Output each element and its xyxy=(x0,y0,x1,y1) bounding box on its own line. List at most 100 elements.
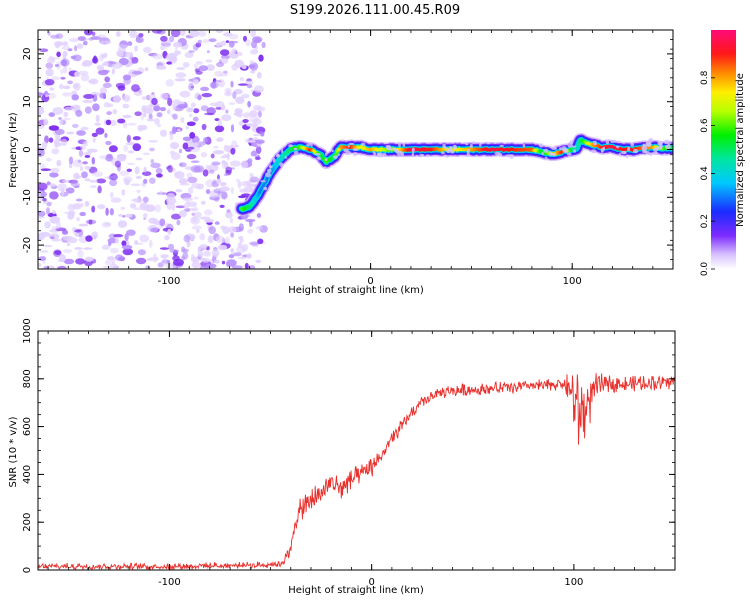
noise-blob xyxy=(172,41,183,48)
noise-blob xyxy=(82,141,89,147)
noise-blob xyxy=(117,85,126,91)
noise-blob xyxy=(38,182,48,191)
noise-blob xyxy=(101,69,110,73)
ridge-speckle xyxy=(288,144,294,148)
noise-blob xyxy=(205,59,213,63)
noise-blob xyxy=(219,40,227,46)
noise-blob xyxy=(165,79,175,87)
ridge-speckle xyxy=(293,147,298,151)
noise-blob xyxy=(49,191,59,200)
noise-blob xyxy=(159,129,168,137)
noise-blob xyxy=(246,253,252,259)
noise-blob xyxy=(195,61,203,65)
noise-blob xyxy=(232,91,237,100)
noise-blob xyxy=(83,247,93,251)
noise-blob xyxy=(191,225,202,230)
noise-blob xyxy=(186,121,196,127)
noise-blob xyxy=(229,160,241,167)
noise-blob xyxy=(115,237,119,244)
noise-blob xyxy=(208,169,215,174)
colorbar-gradient xyxy=(711,30,736,269)
noise-blob xyxy=(62,65,68,74)
ridge-speckle xyxy=(267,168,272,173)
noise-blob xyxy=(89,180,98,183)
noise-blob xyxy=(129,30,138,39)
noise-blob xyxy=(237,256,247,260)
noise-blob xyxy=(85,256,94,262)
noise-blob xyxy=(226,152,230,161)
figure-title: S199.2026.111.00.45.R09 xyxy=(290,3,460,18)
noise-blob xyxy=(40,250,49,253)
noise-blob xyxy=(197,39,202,45)
noise-blob xyxy=(105,119,112,126)
noise-blob xyxy=(58,138,66,142)
noise-blob xyxy=(62,51,68,57)
noise-blob xyxy=(76,130,86,136)
x-tick-label: -100 xyxy=(158,577,181,588)
noise-blob xyxy=(109,61,117,65)
noise-blob xyxy=(172,113,178,120)
noise-blob xyxy=(127,150,135,154)
ridge-speckle xyxy=(561,146,567,152)
noise-blob xyxy=(202,169,209,177)
noise-blob xyxy=(70,55,77,59)
noise-blob xyxy=(195,70,203,75)
ridge-speckle xyxy=(441,151,445,155)
noise-blob xyxy=(80,126,89,131)
noise-blob xyxy=(60,76,66,80)
ridge-speckle xyxy=(331,149,334,153)
noise-blob xyxy=(134,45,139,52)
ridge-speckle xyxy=(605,139,610,145)
noise-blob xyxy=(220,104,226,111)
noise-blob xyxy=(82,99,94,104)
noise-blob xyxy=(230,124,235,133)
noise-blob xyxy=(154,204,161,213)
noise-blob xyxy=(99,92,106,99)
noise-blob xyxy=(171,213,182,220)
noise-blob xyxy=(191,212,195,216)
noise-blob xyxy=(60,58,70,67)
noise-blob xyxy=(72,83,79,89)
noise-blob xyxy=(177,104,188,109)
x-tick-label: 0 xyxy=(368,577,374,588)
noise-blob xyxy=(220,58,229,64)
noise-blob xyxy=(124,51,133,58)
noise-blob xyxy=(56,51,61,58)
ridge-speckle xyxy=(538,143,544,148)
ridge-speckle xyxy=(593,142,598,146)
noise-blob xyxy=(118,44,128,49)
noise-blob xyxy=(151,30,163,34)
noise-blob xyxy=(190,160,200,163)
ridge-speckle xyxy=(567,144,574,148)
noise-blob xyxy=(255,259,262,263)
noise-blob xyxy=(156,112,163,118)
ridge-speckle xyxy=(442,143,446,148)
spectrogram-noise-layer xyxy=(38,30,268,269)
ridge-speckle xyxy=(630,142,635,147)
noise-blob xyxy=(183,234,191,243)
noise-blob xyxy=(118,213,124,217)
noise-blob xyxy=(181,255,186,261)
ridge-speckle xyxy=(541,152,544,156)
noise-blob xyxy=(84,154,91,158)
ridge-speckle xyxy=(623,151,627,154)
noise-blob xyxy=(225,236,230,245)
noise-blob xyxy=(193,108,200,114)
noise-blob xyxy=(163,39,172,48)
noise-blob xyxy=(59,191,69,197)
noise-blob xyxy=(221,191,228,200)
noise-blob xyxy=(75,258,86,265)
noise-blob xyxy=(112,95,121,103)
ridge-speckle xyxy=(345,150,352,156)
noise-blob xyxy=(63,111,69,117)
noise-blob xyxy=(126,134,131,143)
noise-blob xyxy=(178,148,183,154)
noise-blob xyxy=(238,83,248,86)
noise-blob xyxy=(60,69,64,75)
noise-blob xyxy=(97,185,102,194)
noise-blob xyxy=(258,54,264,62)
noise-blob xyxy=(77,159,81,163)
noise-blob xyxy=(191,182,201,189)
noise-blob xyxy=(67,80,73,85)
